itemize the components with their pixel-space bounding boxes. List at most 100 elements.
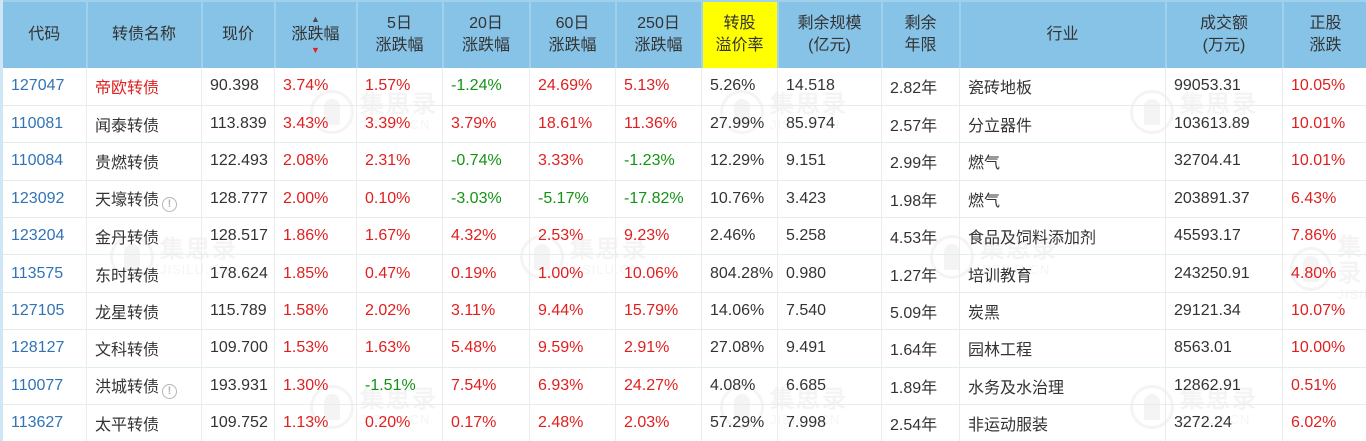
bond-code-link[interactable]: 127047 [11, 77, 65, 95]
current-price-cell: 90.398 [201, 68, 275, 106]
column-header-label: 60日 [555, 15, 590, 33]
bond-code-link[interactable]: 128127 [11, 339, 65, 357]
change-250d-cell: -1.23% [615, 142, 702, 181]
change-250d-cell: 2.03% [615, 404, 702, 441]
bond-code-cell: 123092 [1, 180, 87, 219]
stock-change-cell: 6.43% [1282, 180, 1366, 219]
bond-name-cell: 东时转债 [86, 254, 202, 293]
table-row: 110084 贵燃转债 122.493 2.08% 2.31% -0.74% 3… [1, 142, 1366, 181]
current-price-cell: 109.700 [201, 329, 275, 368]
info-icon[interactable]: ! [162, 196, 178, 212]
change-250d-cell: 2.91% [615, 329, 702, 368]
remaining-size-cell: 5.258 [777, 217, 882, 256]
column-header-label: 涨跌 [1309, 37, 1342, 54]
bond-code-link[interactable]: 110084 [11, 152, 64, 170]
change-5d-cell: 2.02% [356, 292, 443, 331]
bond-name-link[interactable]: 龙星转债 [95, 305, 160, 323]
bond-name-link[interactable]: 金丹转债 [95, 230, 160, 248]
column-header-size[interactable]: 剩余规模 (亿元) [777, 0, 883, 68]
change-250d-cell: 11.36% [615, 105, 702, 144]
table-row: 110077 洪城转债! 193.931 1.30% -1.51% 7.54% … [1, 367, 1366, 406]
column-header-chg60[interactable]: 60日 涨跌幅 [529, 0, 617, 68]
column-header-change[interactable]: ▲ 涨跌幅 ▼ [274, 0, 358, 68]
bond-code-link[interactable]: 113627 [11, 414, 64, 432]
change-250d-cell: 15.79% [615, 292, 702, 331]
remaining-size-cell: 9.491 [777, 329, 882, 368]
column-header-price[interactable]: 现价 [201, 0, 276, 68]
bond-name-link[interactable]: 天壕转债 [95, 191, 160, 209]
column-header-label: (亿元) [808, 37, 851, 54]
column-header-name[interactable]: 转债名称 [86, 0, 203, 68]
remaining-size-cell: 0.980 [777, 254, 882, 293]
bond-name-link[interactable]: 东时转债 [95, 267, 160, 285]
turnover-cell: 12862.91 [1165, 367, 1283, 406]
column-header-label: 20日 [469, 15, 503, 33]
column-header-turnover[interactable]: 成交额 (万元) [1165, 0, 1284, 68]
change-20d-cell: 4.32% [442, 217, 530, 256]
industry-cell: 分立器件 [959, 105, 1166, 144]
change-250d-cell: 10.06% [615, 254, 702, 293]
bond-code-cell: 113575 [1, 254, 87, 293]
bond-code-link[interactable]: 123204 [11, 227, 65, 245]
table-row: 123092 天壕转债! 128.777 2.00% 0.10% -3.03% … [1, 180, 1366, 219]
change-5d-cell: 0.20% [356, 404, 443, 441]
table-row: 127047 帝欧转债 90.398 3.74% 1.57% -1.24% 24… [1, 68, 1366, 106]
sort-asc-icon[interactable]: ▲ [311, 14, 320, 25]
column-header-premium[interactable]: 转股 溢价率 [701, 0, 779, 68]
column-header-chg5[interactable]: 5日 涨跌幅 [356, 0, 444, 68]
industry-cell: 瓷砖地板 [959, 68, 1166, 106]
stock-change-cell: 6.02% [1282, 404, 1366, 441]
column-header-stock[interactable]: 正股 涨跌 [1282, 0, 1366, 68]
industry-cell: 炭黑 [959, 292, 1166, 331]
table-row: 110081 闻泰转债 113.839 3.43% 3.39% 3.79% 18… [1, 105, 1366, 144]
column-header-label: 剩余 [904, 15, 937, 33]
bond-name-link[interactable]: 闻泰转债 [95, 118, 160, 136]
change-pct-cell: 2.00% [274, 180, 357, 219]
bond-code-link[interactable]: 113575 [11, 264, 64, 282]
conversion-premium-cell: 804.28% [701, 254, 778, 293]
change-20d-cell: 5.48% [442, 329, 530, 368]
industry-cell: 培训教育 [959, 254, 1166, 293]
bond-code-cell: 123204 [1, 217, 87, 256]
info-icon[interactable]: ! [162, 383, 178, 399]
stock-change-cell: 10.01% [1282, 105, 1366, 144]
column-header-years[interactable]: 剩余 年限 [881, 0, 961, 68]
column-header-label: 行业 [1046, 26, 1079, 44]
bond-name-link[interactable]: 洪城转债 [95, 378, 160, 396]
bond-name-link[interactable]: 贵燃转债 [95, 155, 160, 173]
change-60d-cell: 9.44% [529, 292, 616, 331]
bond-name-link[interactable]: 太平转债 [95, 417, 160, 435]
bond-code-link[interactable]: 110081 [11, 115, 64, 133]
remaining-size-cell: 14.518 [777, 68, 882, 106]
column-header-label: 涨跌幅 [634, 37, 683, 54]
column-header-label: 转债名称 [111, 26, 176, 44]
bond-code-link[interactable]: 110077 [11, 376, 64, 394]
conversion-premium-cell: 14.06% [701, 292, 778, 331]
industry-cell: 非运动服装 [959, 404, 1166, 441]
bond-code-cell: 127105 [1, 292, 87, 331]
current-price-cell: 109.752 [201, 404, 275, 441]
bond-code-link[interactable]: 127105 [11, 302, 65, 320]
remaining-size-cell: 3.423 [777, 180, 882, 219]
bond-name-cell: 金丹转债 [86, 217, 202, 256]
change-60d-cell: 3.33% [529, 142, 616, 181]
bond-name-link[interactable]: 文科转债 [95, 342, 160, 360]
change-pct-cell: 3.43% [274, 105, 357, 144]
change-5d-cell: 0.10% [356, 180, 443, 219]
sort-desc-icon[interactable]: ▼ [311, 44, 320, 55]
turnover-cell: 99053.31 [1165, 68, 1283, 106]
column-header-industry[interactable]: 行业 [959, 0, 1167, 68]
column-header-chg20[interactable]: 20日 涨跌幅 [442, 0, 531, 68]
bond-name-cell: 龙星转债 [86, 292, 202, 331]
bond-code-link[interactable]: 123092 [11, 189, 65, 207]
remaining-size-cell: 6.685 [777, 367, 882, 406]
bond-name-link[interactable]: 帝欧转债 [95, 80, 160, 98]
bond-name-cell: 太平转债 [86, 404, 202, 441]
column-header-code[interactable]: 代码 [1, 0, 88, 68]
change-pct-cell: 3.74% [274, 68, 357, 106]
column-header-chg250[interactable]: 250日 涨跌幅 [615, 0, 703, 68]
current-price-cell: 128.777 [201, 180, 275, 219]
turnover-cell: 8563.01 [1165, 329, 1283, 368]
column-header-label: 现价 [221, 26, 254, 44]
change-5d-cell: 1.63% [356, 329, 443, 368]
